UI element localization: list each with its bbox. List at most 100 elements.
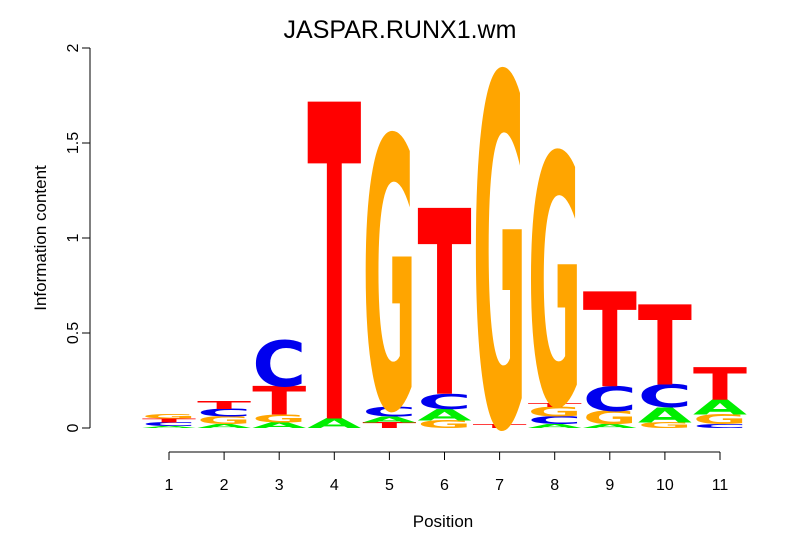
logo-glyph: G (638, 421, 692, 430)
logo-letter-G: G (362, 63, 416, 496)
logo-glyph: C (693, 423, 747, 429)
logo-letter-A: A (307, 416, 361, 431)
logo-letter-C: C (252, 329, 306, 401)
x-tick-label: 7 (495, 477, 504, 494)
logo-letter-G: G (473, 0, 527, 539)
logo-glyph: G (362, 63, 416, 496)
logo-letter-T: T (528, 402, 582, 408)
logo-glyph: G (142, 413, 196, 421)
logo-letter-G: G (693, 412, 747, 427)
logo-glyph: C (417, 390, 471, 414)
x-tick-label: 2 (220, 477, 229, 494)
logo-glyph: A (197, 423, 252, 429)
x-tick-label: 6 (440, 477, 449, 494)
logo-glyph: G (473, 0, 527, 539)
logo-letter-T: T (252, 378, 307, 424)
x-tick-label: 10 (656, 477, 674, 494)
x-tick-label: 11 (712, 477, 729, 494)
logo-letter-G: G (142, 413, 196, 421)
y-axis-label: Information content (31, 165, 50, 311)
logo-letter-C: C (417, 390, 471, 414)
logo-glyph: T (693, 359, 747, 411)
logo-letter-T: T (418, 157, 472, 454)
logo-letter-G: G (528, 405, 582, 420)
logo-letter-C: C (197, 407, 251, 419)
chart-title: JASPAR.RUNX1.wm (284, 16, 517, 44)
logo-letter-A: A (418, 406, 472, 424)
logo-letter-G: G (418, 418, 472, 430)
logo-glyph: A (638, 403, 692, 427)
logo-glyph: G (528, 85, 582, 485)
x-tick-label: 4 (330, 477, 339, 494)
logo-letter-A: A (252, 421, 307, 430)
x-axis-label: Position (413, 512, 473, 531)
logo-glyph: T (362, 421, 417, 430)
logo-letter-T: T (583, 267, 637, 418)
x-tick-label: 9 (605, 477, 614, 494)
logo-glyph: G (693, 412, 747, 427)
logo-glyph: C (362, 405, 416, 420)
y-tick-label: 1.5 (65, 132, 82, 154)
y-tick-label: 1 (65, 233, 82, 242)
y-tick-label: 0.5 (65, 322, 82, 344)
logo-glyph: G (528, 405, 582, 420)
logo-letter-A: A (528, 423, 583, 429)
y-axis: 0 0.5 1 1.5 2 (65, 43, 91, 432)
logo-glyph: C (528, 415, 582, 427)
logo-glyph: C (638, 379, 692, 415)
x-axis: 1 2 3 4 5 6 7 8 9 10 11 (165, 451, 729, 494)
logo-letter-G: G (638, 421, 692, 430)
logo-glyph: A (528, 423, 583, 429)
logo-letter-A: A (638, 403, 692, 427)
logo-letter-A: A (197, 423, 252, 429)
logo-letter-G: G (583, 408, 637, 429)
logo-glyph: T (473, 423, 527, 429)
logo-letter-C: C (528, 415, 582, 427)
logo-glyph: G (252, 413, 306, 425)
logo-letter-G: G (252, 413, 306, 425)
logo-letter-C: C (362, 405, 416, 420)
logo-glyph: C (252, 329, 306, 401)
logo-glyph: G (197, 415, 251, 427)
logo-letter-T: T (307, 15, 361, 521)
logo-letter-C: C (583, 380, 637, 420)
logo-glyph: T (252, 378, 307, 424)
x-tick-label: 3 (275, 477, 284, 494)
logo-glyph: T (197, 400, 252, 412)
logo-glyph: C (583, 380, 637, 420)
logo-letter-A: A (583, 423, 638, 429)
logo-glyph: T (638, 282, 692, 410)
logo-glyph: C (142, 421, 196, 427)
logo-letter-G: G (197, 415, 251, 427)
logo-glyph: C (197, 407, 251, 419)
logo-letter-T: T (362, 421, 417, 430)
logo-glyph: A (252, 421, 307, 430)
y-tick-label: 2 (65, 43, 82, 52)
x-tick-label: 1 (165, 477, 174, 494)
logo-glyph: A (418, 406, 472, 424)
logo-glyph: A (362, 415, 417, 424)
logo-glyph: T (418, 157, 472, 454)
logo-letter-T: T (197, 400, 252, 412)
logo-letter-T: T (693, 359, 747, 411)
logo-glyph: T (528, 402, 582, 408)
logo-glyph: A (142, 426, 196, 429)
logo-glyph: T (307, 15, 361, 521)
logo-glyph: G (418, 418, 472, 430)
logo-glyph: T (142, 418, 196, 424)
logo-letter-T: T (638, 282, 692, 410)
logo-glyph: T (583, 267, 637, 418)
x-tick-label: 5 (385, 477, 394, 494)
logo-letter-C: C (693, 423, 747, 429)
logo-letter-A: A (142, 426, 196, 429)
logo-letter-A: A (362, 415, 417, 424)
logo-letter-C: C (142, 421, 196, 427)
logo-letter-T: T (473, 423, 527, 429)
logo-letter-C: C (638, 379, 692, 415)
logo-letter-A: A (693, 396, 747, 420)
x-tick-label: 8 (550, 477, 559, 494)
logo-letter-G: G (528, 85, 582, 485)
logo-glyph: A (307, 416, 361, 431)
